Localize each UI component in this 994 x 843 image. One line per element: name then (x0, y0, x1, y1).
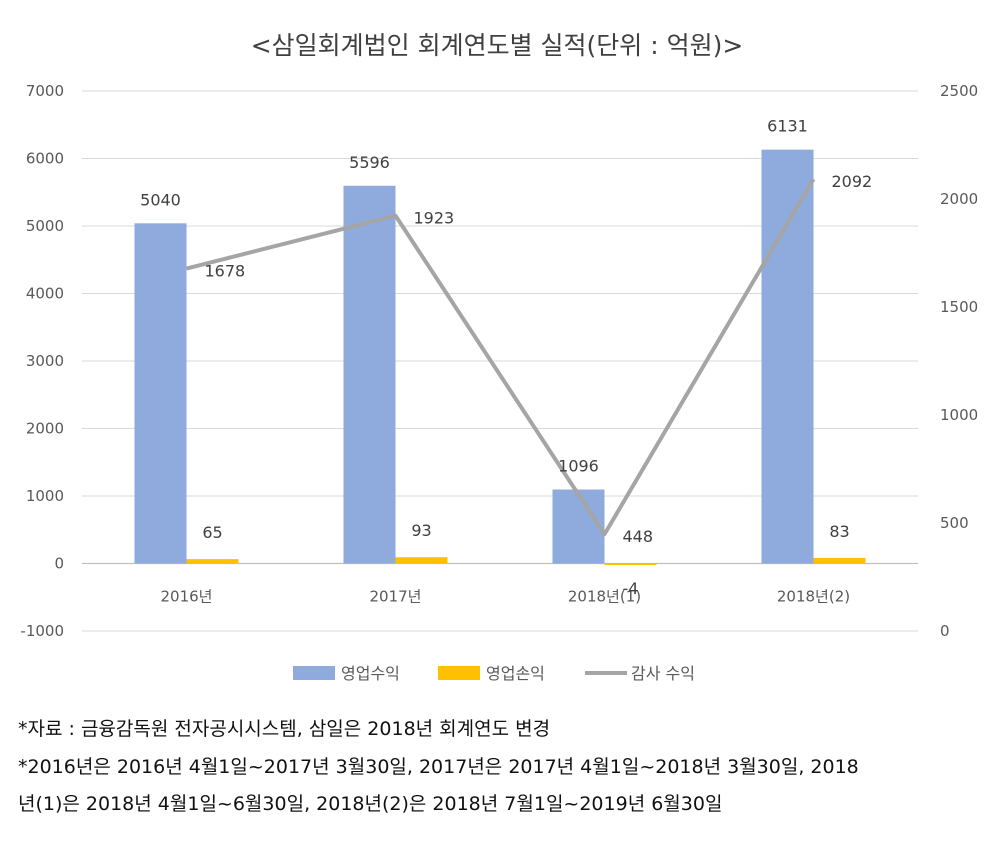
legend-label-audit-revenue: 감사 수익 (631, 664, 695, 683)
right-tick-1000: 1000 (940, 406, 978, 424)
data-label-revenue: 5596 (349, 153, 390, 172)
left-tick-7000: 7000 (26, 82, 64, 100)
left-tick--1000: -1000 (20, 622, 64, 640)
left-tick-2000: 2000 (26, 420, 64, 438)
bar-operating-profit (813, 557, 866, 564)
bar-operating-profit (186, 559, 239, 564)
bar-operating-profit (604, 563, 657, 565)
left-tick-4000: 4000 (26, 285, 64, 303)
bar-revenue (761, 149, 814, 564)
chart-title: <삼일회계법인 회계연도별 실적(단위 : 억원)> (251, 31, 744, 60)
data-label-revenue: 6131 (767, 117, 808, 136)
data-label-revenue: 1096 (558, 457, 599, 476)
category-label: 2018년(2) (777, 588, 850, 606)
audit-revenue-line (186, 178, 816, 537)
right-tick-500: 500 (940, 514, 969, 532)
data-label-audit-revenue: 2092 (832, 172, 873, 191)
chart: <삼일회계법인 회계연도별 실적(단위 : 억원)> 7000600050004… (20, 31, 978, 683)
legend-swatch-operating-profit (438, 666, 480, 680)
data-label-audit-revenue: 1678 (205, 262, 246, 281)
note-source: *자료 : 금융감독원 전자공시시스템, 삼일은 2018년 회계연도 변경 (18, 718, 551, 740)
data-label-audit-revenue: 1923 (414, 209, 455, 228)
bar-revenue (134, 223, 187, 564)
data-label-audit-revenue: 448 (623, 527, 654, 546)
left-tick-0: 0 (54, 555, 64, 573)
category-labels: 2016년 2017년 2018년(1) 2018년(2) (161, 588, 851, 606)
left-tick-1000: 1000 (26, 487, 64, 505)
left-tick-5000: 5000 (26, 217, 64, 235)
right-tick-2000: 2000 (940, 190, 978, 208)
bar-operating-profit (395, 557, 448, 564)
legend-label-revenue: 영업수익 (341, 664, 400, 683)
data-label-operating-profit: 83 (829, 522, 849, 541)
right-tick-1500: 1500 (940, 298, 978, 316)
right-tick-0: 0 (940, 622, 950, 640)
data-label-operating-profit: 93 (411, 521, 431, 540)
gridlines (82, 90, 918, 632)
note-period-2: 년(1)은 2018년 4월1일~6월30일, 2018년(2)은 2018년 … (18, 793, 723, 815)
category-label: 2017년 (370, 588, 422, 606)
data-labels: 5040 65 5596 93 1096 -4 6131 83 1678 1923 448 2092 (140, 117, 872, 598)
line-audit-revenue (186, 178, 816, 537)
data-label-operating-profit: -4 (623, 579, 639, 598)
bar-revenue (343, 185, 396, 564)
note-period-1: *2016년은 2016년 4월1일~2017년 3월30일, 2017년은 2… (18, 756, 859, 778)
left-axis-ticks: 7000 6000 5000 4000 3000 2000 1000 0 -1000 (20, 82, 64, 640)
data-label-revenue: 5040 (140, 190, 181, 209)
left-tick-3000: 3000 (26, 352, 64, 370)
bar-revenue (552, 489, 605, 564)
right-tick-2500: 2500 (940, 82, 978, 100)
left-tick-6000: 6000 (26, 150, 64, 168)
legend-label-operating-profit: 영업손익 (486, 664, 545, 683)
legend: 영업수익 영업손익 감사 수익 (293, 664, 695, 683)
bars (134, 149, 866, 565)
category-label: 2016년 (161, 588, 213, 606)
data-label-operating-profit: 65 (202, 523, 222, 542)
legend-swatch-revenue (293, 666, 335, 680)
right-axis-ticks: 2500 2000 1500 1000 500 0 (940, 82, 978, 640)
category-label: 2018년(1) (568, 588, 641, 606)
